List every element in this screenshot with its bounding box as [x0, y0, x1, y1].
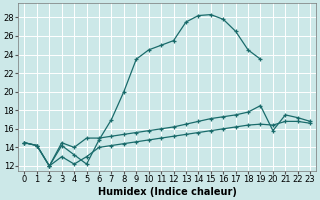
X-axis label: Humidex (Indice chaleur): Humidex (Indice chaleur)	[98, 187, 237, 197]
